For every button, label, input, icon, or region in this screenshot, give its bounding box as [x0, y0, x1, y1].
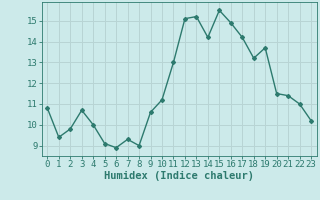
- X-axis label: Humidex (Indice chaleur): Humidex (Indice chaleur): [104, 171, 254, 181]
